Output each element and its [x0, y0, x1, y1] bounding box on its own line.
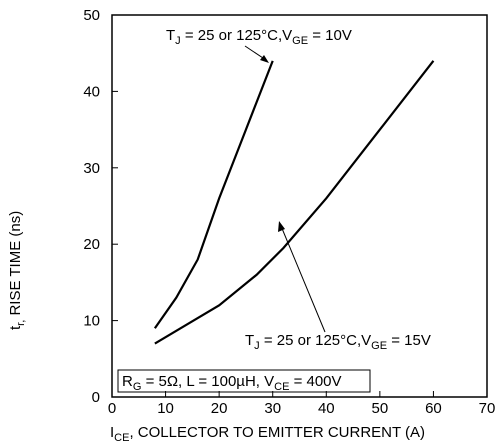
y-axis-label: tr, RISE TIME (ns) [7, 211, 27, 330]
text-part: I [110, 424, 114, 441]
subscript: J [175, 35, 181, 47]
y-tick-label: 20 [83, 236, 100, 253]
y-tick-label: 0 [92, 389, 100, 406]
y-tick-label: 10 [83, 313, 100, 330]
text-part: = 10V [308, 27, 352, 44]
x-tick-label: 20 [211, 400, 228, 417]
x-tick-label: 70 [479, 400, 496, 417]
x-tick-label: 10 [157, 400, 174, 417]
x-tick-label: 60 [425, 400, 442, 417]
y-tick-label: 50 [83, 7, 100, 24]
text-part: T [166, 27, 175, 44]
series-line [153, 60, 274, 329]
subscript: r, [15, 320, 27, 326]
x-tick-label: 50 [372, 400, 389, 417]
y-tick-label: 30 [83, 160, 100, 177]
arrow-head [278, 221, 285, 232]
text-part: RISE TIME (ns) [7, 211, 24, 320]
conditions-text: RG = 5Ω, L = 100µH, VCE = 400V [122, 373, 342, 393]
series-label: TJ = 25 or 125°C,VGE = 10V [166, 27, 352, 47]
series-line [154, 60, 435, 345]
text-part: = 5Ω, L = 100µH, V [141, 373, 274, 390]
x-tick-label: 40 [318, 400, 335, 417]
text-part: = 25 or 125°C,V [181, 27, 292, 44]
plot-frame [111, 14, 488, 398]
subscript: CE [274, 381, 289, 393]
text-part: = 400V [289, 373, 341, 390]
subscript: GE [371, 340, 387, 352]
text-part: T [245, 332, 254, 349]
subscript: GE [292, 35, 308, 47]
x-tick-label: 0 [108, 400, 116, 417]
subscript: J [254, 340, 260, 352]
arrow-head [260, 55, 269, 63]
subscript: CE [114, 432, 129, 444]
text-part: R [122, 373, 133, 390]
text-part: = 15V [387, 332, 431, 349]
conditions-box [117, 369, 371, 393]
text-part: = 25 or 125°C,V [260, 332, 371, 349]
x-tick-label: 30 [264, 400, 281, 417]
subscript: G [133, 381, 142, 393]
y-tick-label: 40 [83, 83, 100, 100]
series-label: TJ = 25 or 125°C,VGE = 15V [245, 332, 431, 352]
text-part: t [7, 325, 24, 330]
x-axis-label: ICE, COLLECTOR TO EMITTER CURRENT (A) [110, 424, 425, 444]
text-part: , COLLECTOR TO EMITTER CURRENT (A) [129, 424, 425, 441]
